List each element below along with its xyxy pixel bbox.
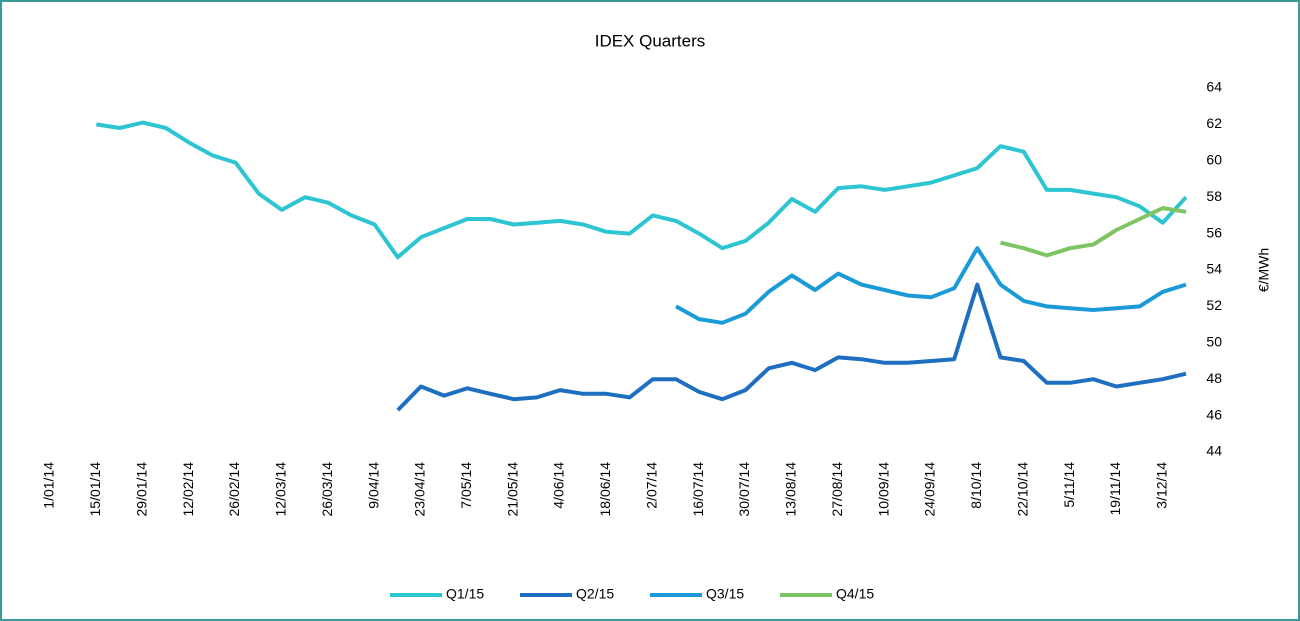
x-tick-label: 2/07/14 [643, 462, 659, 509]
y-tick-label: 48 [1206, 370, 1222, 386]
x-tick-label: 13/08/14 [783, 462, 799, 517]
y-tick-label: 46 [1206, 406, 1222, 422]
x-tick-label: 9/04/14 [365, 462, 381, 509]
x-tick-label: 12/02/14 [180, 462, 196, 517]
y-tick-label: 64 [1206, 79, 1222, 95]
x-tick-label: 5/11/14 [1061, 462, 1077, 508]
x-tick-label: 30/07/14 [736, 462, 752, 517]
x-tick-label: 18/06/14 [597, 462, 613, 517]
x-tick-label: 26/03/14 [319, 462, 335, 517]
x-tick-label: 10/09/14 [875, 462, 891, 517]
line-series [396, 282, 1187, 412]
x-tick-label: 7/05/14 [458, 462, 474, 509]
line-series [96, 120, 1188, 260]
x-tick-label: 21/05/14 [504, 462, 520, 517]
x-tick-label: 15/01/14 [87, 462, 103, 517]
y-tick-label: 52 [1206, 297, 1222, 313]
legend-label: Q2/15 [576, 586, 614, 602]
x-tick-label: 12/03/14 [273, 462, 289, 517]
legend-label: Q3/15 [706, 586, 744, 602]
chart-title: IDEX Quarters [595, 31, 706, 50]
x-tick-label: 26/02/14 [226, 462, 242, 517]
legend-label: Q4/15 [836, 586, 874, 602]
x-tick-label: 3/12/14 [1154, 462, 1170, 509]
y-tick-label: 44 [1206, 443, 1222, 459]
y-tick-label: 58 [1206, 188, 1222, 204]
y-tick-label: 62 [1206, 115, 1222, 131]
y-tick-label: 54 [1206, 261, 1222, 277]
x-tick-label: 23/04/14 [412, 462, 428, 517]
y-axis-label: €/MWh [1256, 248, 1272, 292]
x-tick-label: 8/10/14 [968, 462, 984, 509]
line-series [675, 246, 1187, 325]
x-tick-label: 29/01/14 [133, 462, 149, 517]
x-tick-label: 16/07/14 [690, 462, 706, 517]
x-tick-label: 19/11/14 [1107, 462, 1123, 516]
y-tick-label: 56 [1206, 224, 1222, 240]
line-series [1000, 206, 1187, 258]
x-tick-label: 1/01/14 [41, 462, 57, 509]
x-tick-label: 22/10/14 [1014, 462, 1030, 517]
x-tick-label: 24/09/14 [922, 462, 938, 517]
y-tick-label: 50 [1206, 334, 1222, 350]
x-tick-label: 27/08/14 [829, 462, 845, 517]
x-tick-label: 4/06/14 [551, 462, 567, 509]
legend-label: Q1/15 [446, 586, 484, 602]
y-tick-label: 60 [1206, 152, 1222, 168]
